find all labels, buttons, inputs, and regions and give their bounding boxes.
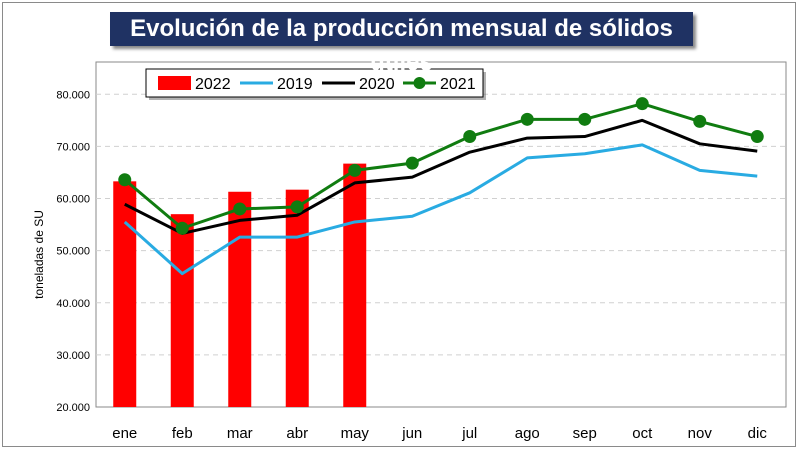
y-axis-label: toneladas de SU — [32, 210, 46, 299]
bar-2022-feb — [170, 214, 194, 407]
legend-swatch-2022 — [158, 76, 191, 90]
bar-2022-ene — [113, 181, 137, 407]
x-tick-label: jul — [461, 425, 477, 442]
chart-title: Evolución de la producción mensual de só… — [110, 12, 693, 76]
chart-frame — [2, 2, 796, 447]
x-tick-label: nov — [688, 425, 713, 442]
point-2021-may — [348, 163, 362, 177]
point-2021-jul — [463, 130, 477, 144]
point-2021-oct — [635, 97, 649, 111]
bar-2022-mar — [228, 191, 252, 407]
y-tick-label: 20.000 — [56, 402, 90, 414]
y-tick-label: 50.000 — [56, 246, 90, 258]
legend-label-2019: 2019 — [277, 76, 313, 93]
point-2021-mar — [233, 202, 247, 216]
x-tick-label: feb — [172, 425, 193, 442]
legend-marker-2021 — [413, 77, 426, 89]
line-2021 — [123, 102, 758, 230]
plot-area — [95, 61, 787, 408]
y-tick-label: 30.000 — [56, 350, 90, 362]
point-2021-nov — [693, 114, 707, 128]
legend-label-2022: 2022 — [195, 76, 231, 93]
x-tick-label: oct — [632, 425, 653, 442]
x-tick-label: jun — [401, 425, 422, 442]
legend-label-2020: 2020 — [359, 76, 395, 93]
legend-label-2021: 2021 — [440, 76, 476, 93]
bar-2022-abr — [285, 189, 309, 407]
x-tick-label: ago — [515, 425, 540, 442]
bar-2022-may — [343, 163, 367, 407]
y-tick-label: 40.000 — [56, 298, 90, 310]
point-2021-ago — [520, 112, 534, 126]
line-2020 — [124, 118, 758, 235]
point-2021-sep — [578, 112, 592, 126]
point-2021-abr — [290, 200, 304, 214]
y-tick-label: 60.000 — [56, 194, 90, 206]
y-tick-label: 70.000 — [56, 141, 90, 153]
x-tick-label: abr — [286, 425, 308, 442]
point-2021-dic — [750, 130, 764, 144]
x-tick-label: ene — [112, 425, 137, 442]
x-tick-label: may — [341, 425, 370, 442]
point-2021-feb — [175, 221, 189, 235]
x-tick-label: mar — [227, 425, 253, 442]
line-2019 — [123, 143, 758, 276]
y-tick-label: 80.000 — [56, 89, 90, 101]
point-2021-jun — [405, 156, 419, 170]
point-2021-ene — [118, 173, 132, 187]
x-tick-label: dic — [748, 425, 768, 442]
x-tick-label: sep — [573, 425, 597, 442]
